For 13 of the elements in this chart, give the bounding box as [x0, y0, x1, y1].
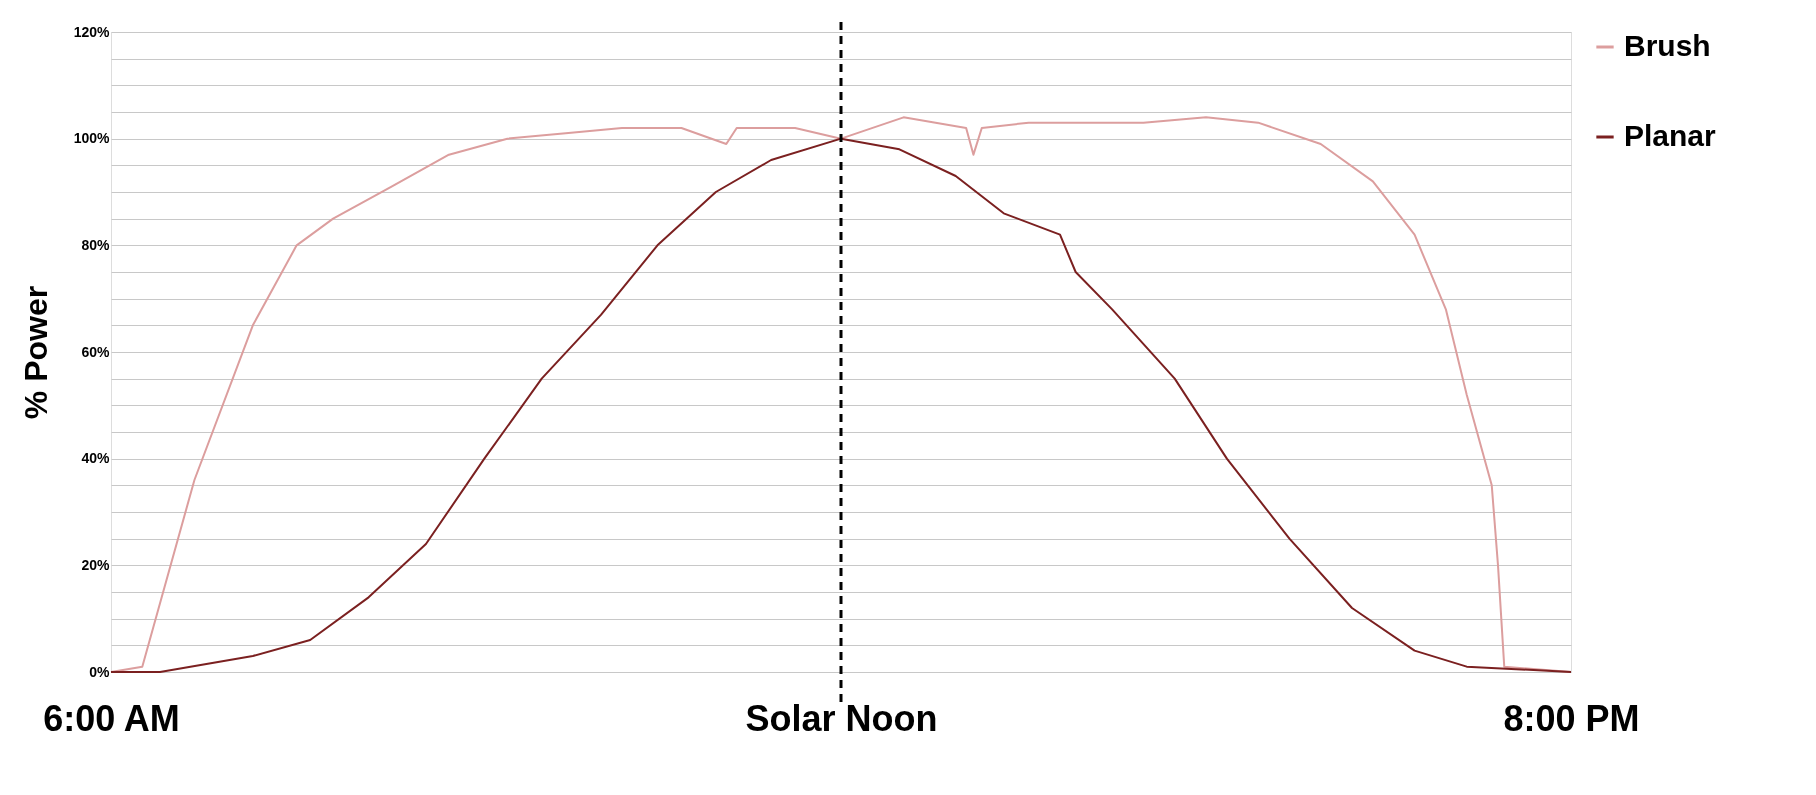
legend-label: Brush [1624, 29, 1711, 62]
y-tick-label: 60% [81, 343, 111, 360]
y-tick-label: 20% [81, 556, 111, 573]
y-tick-label: 0% [89, 663, 111, 680]
y-tick-label: 100% [73, 130, 111, 147]
y-axis-title: % Power [17, 285, 54, 420]
x-tick-label: 6:00 AM [43, 697, 180, 739]
x-tick-label: 8:00 PM [1503, 697, 1640, 739]
legend-label: Planar [1624, 119, 1717, 152]
x-tick-label: Solar Noon [745, 697, 938, 739]
y-tick-label: 80% [81, 236, 111, 253]
y-tick-label: 40% [81, 450, 111, 467]
y-tick-label: 120% [73, 23, 111, 40]
